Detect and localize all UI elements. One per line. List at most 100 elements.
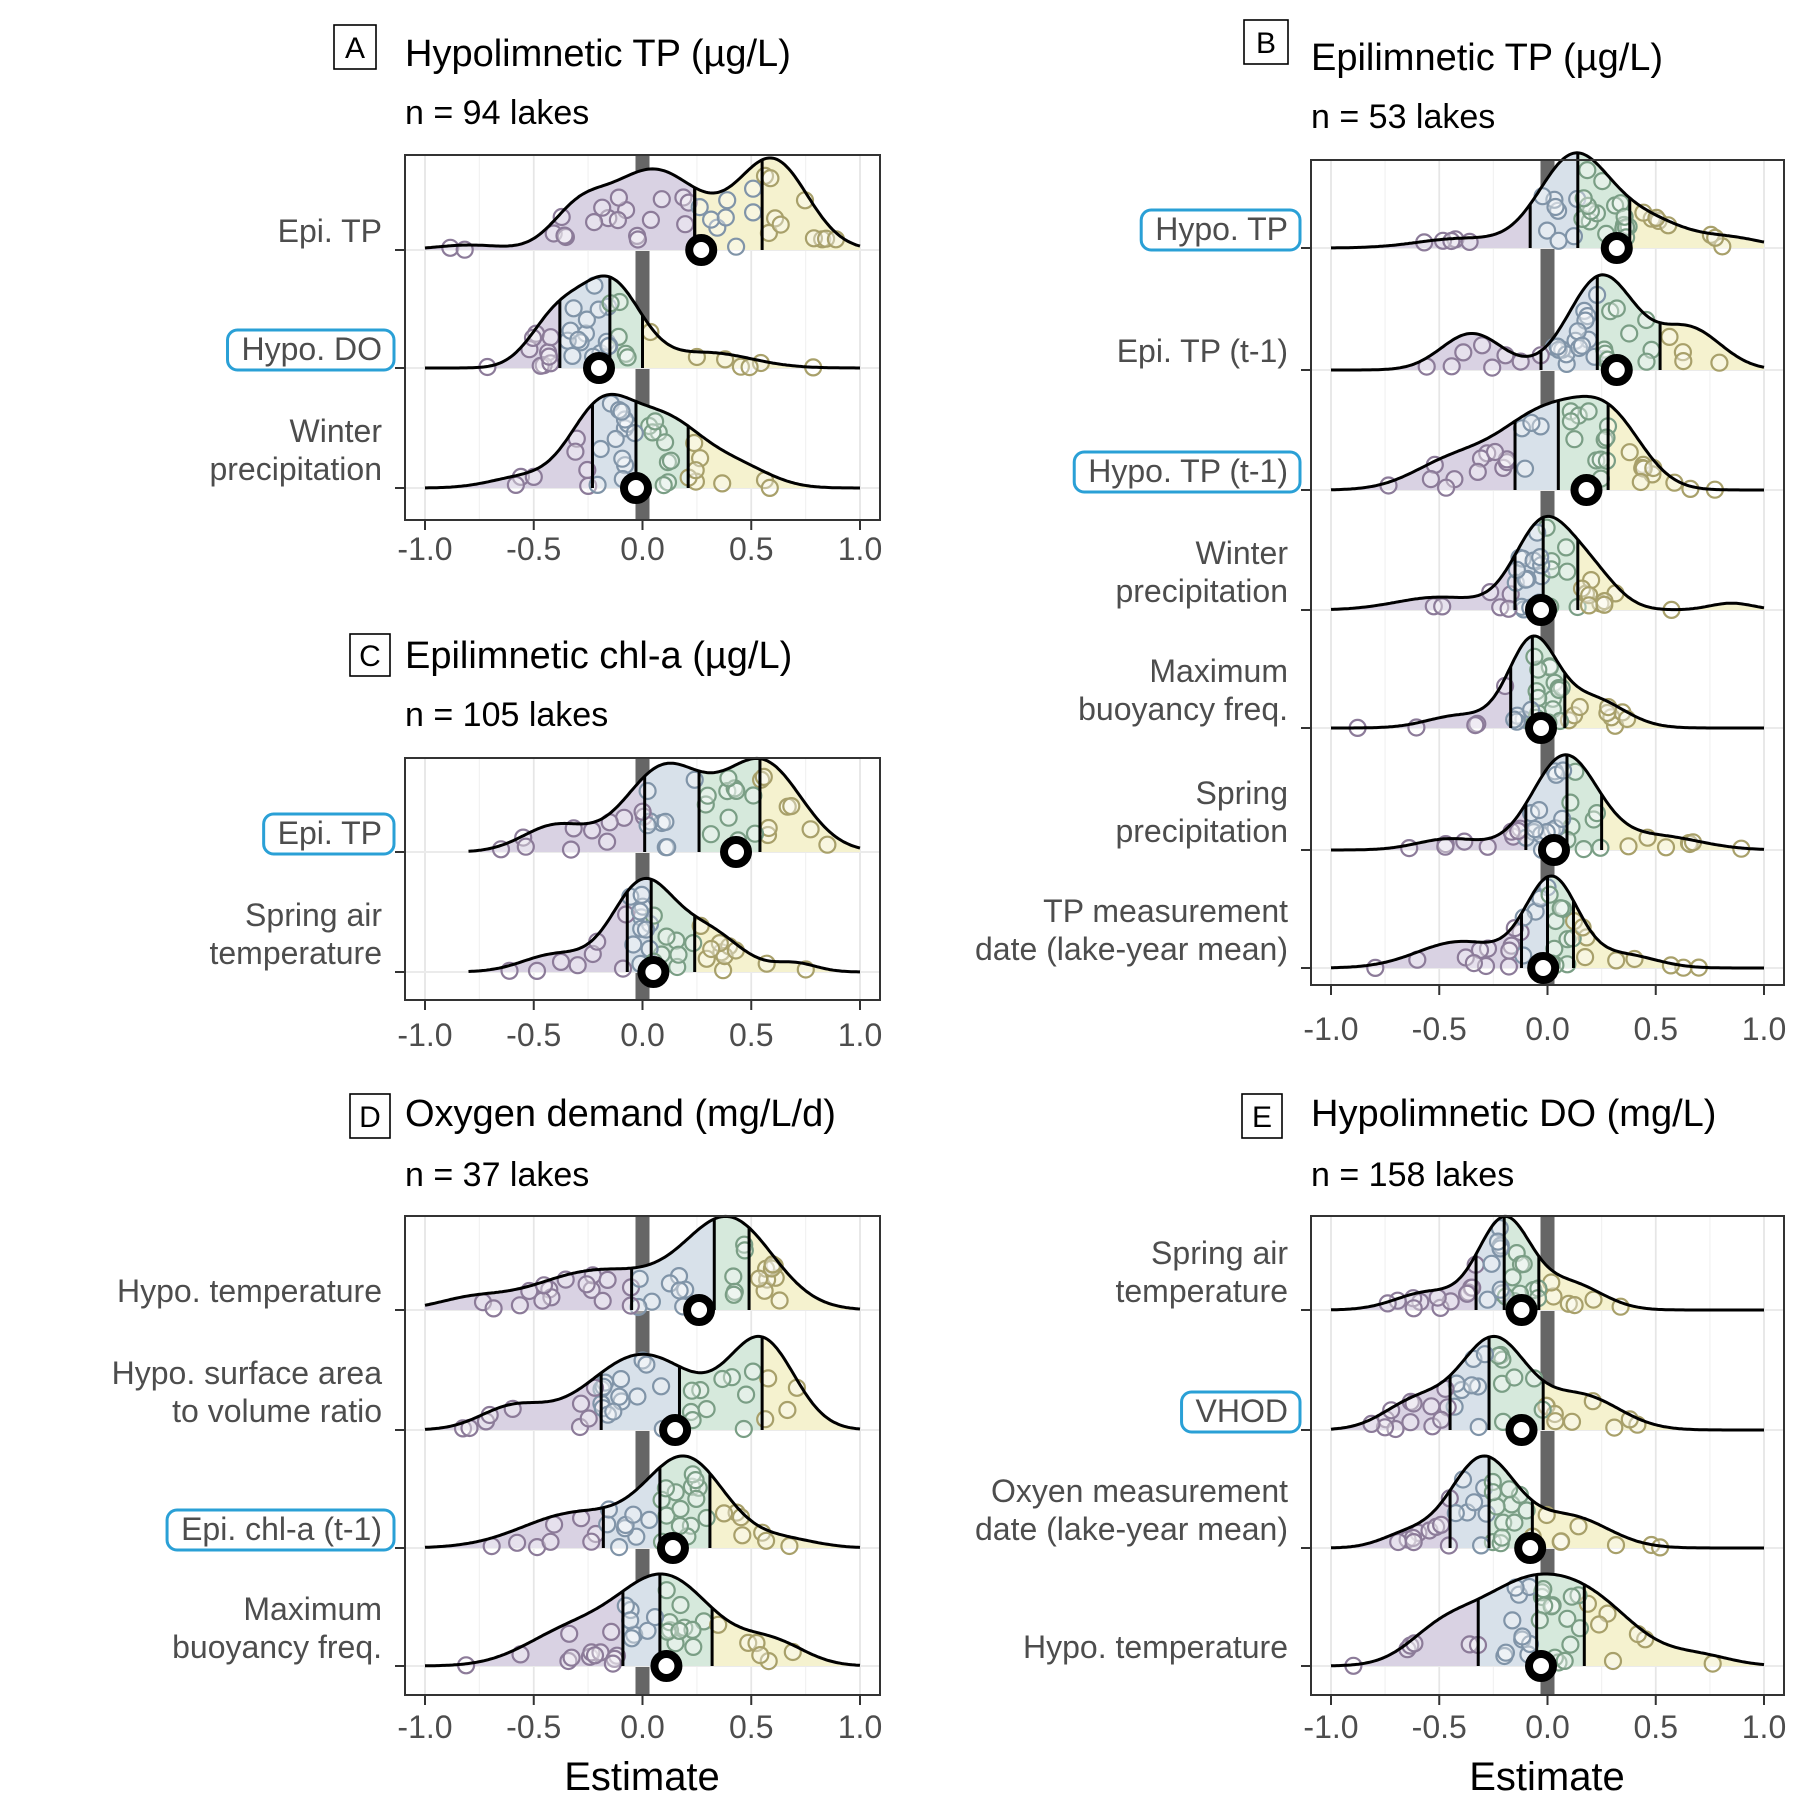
data-point	[1513, 1627, 1532, 1646]
y-label-line: Winter	[290, 413, 383, 449]
data-point	[1570, 697, 1589, 717]
estimate-marker	[656, 1532, 689, 1564]
density-curve	[468, 876, 860, 974]
data-point	[571, 1394, 591, 1413]
data-point	[1436, 478, 1456, 497]
data-point	[1483, 358, 1502, 377]
quantile-fill	[694, 158, 860, 250]
data-point	[1578, 161, 1597, 180]
data-point	[743, 203, 763, 222]
data-point	[718, 191, 737, 210]
y-label-line: Hypo. TP	[1155, 211, 1288, 247]
data-point	[671, 1595, 690, 1615]
data-point	[759, 1369, 778, 1388]
data-point	[1404, 1532, 1423, 1552]
data-point	[1507, 560, 1527, 580]
y-axis-label: Hypo. TP	[1139, 208, 1302, 252]
quantile-fill	[1331, 666, 1511, 728]
estimate-marker	[720, 836, 753, 868]
data-point	[1466, 715, 1485, 735]
data-point	[716, 208, 735, 227]
y-axis-label: Epi. TP (t-1)	[1117, 333, 1288, 369]
panel-letter: C	[359, 640, 381, 673]
data-point	[652, 190, 671, 209]
y-label-line: Hypo. DO	[242, 331, 382, 367]
ridge-row: Epi. TP	[278, 156, 880, 266]
highlight-box	[226, 328, 396, 372]
ridge-row: Hypo. TP (t-1)	[1072, 394, 1784, 506]
quantile-fill	[699, 758, 760, 852]
data-point	[569, 330, 588, 349]
data-point	[709, 1615, 728, 1634]
data-point	[687, 1489, 706, 1509]
data-point	[1499, 599, 1518, 618]
data-point	[1595, 595, 1614, 614]
data-point	[568, 956, 587, 975]
y-axis-label: Hypo. TP (t-1)	[1072, 450, 1302, 494]
x-tick-label: -0.5	[1412, 1011, 1467, 1047]
data-point	[771, 215, 790, 234]
data-point	[1620, 443, 1639, 462]
data-point	[1505, 1513, 1524, 1532]
estimate-marker	[1525, 594, 1558, 626]
data-point	[637, 1355, 656, 1374]
ridge-row: Epi. TP	[262, 756, 880, 868]
zero-line	[635, 1216, 650, 1695]
data-point	[1457, 1284, 1477, 1303]
panel-letter: A	[345, 32, 365, 65]
estimate-marker	[1527, 952, 1560, 984]
x-tick-label: 0.0	[620, 1709, 664, 1745]
data-point	[1558, 562, 1577, 581]
data-point	[1564, 227, 1584, 246]
y-axis-label: Epi. chl-a (t-1)	[165, 1508, 396, 1552]
quantile-fill	[1331, 1375, 1451, 1430]
y-label-line: TP measurement	[1043, 893, 1288, 929]
x-tick-label: 0.5	[729, 1017, 773, 1053]
density-curve	[1331, 1454, 1764, 1550]
data-point	[1505, 1368, 1524, 1387]
y-label-line: Hypo. TP (t-1)	[1088, 453, 1288, 489]
data-point	[1468, 1377, 1488, 1396]
density-curve	[424, 1334, 861, 1431]
data-point	[780, 1536, 799, 1556]
y-label-line: Hypo. temperature	[1023, 1629, 1288, 1665]
quantile-fill	[1543, 1380, 1764, 1430]
quantile-fill	[1521, 876, 1548, 968]
estimate-marker	[1525, 712, 1558, 744]
data-point	[719, 808, 738, 827]
x-tick-label: 0.0	[1525, 1709, 1569, 1745]
data-point	[649, 423, 668, 442]
data-point	[1529, 800, 1549, 820]
data-point	[1436, 837, 1455, 856]
data-point	[754, 767, 773, 787]
data-point	[1579, 402, 1598, 421]
data-point	[676, 215, 695, 234]
data-point	[697, 1508, 716, 1528]
data-point	[484, 1299, 503, 1318]
y-label-line: Epi. TP (t-1)	[1117, 333, 1288, 369]
quantile-fill	[1331, 1599, 1479, 1666]
panel-C: C Epilimnetic chl-a (µg/L) n = 105 lakes Ep…	[209, 633, 882, 1053]
data-point	[604, 1402, 623, 1421]
data-point	[593, 198, 612, 217]
x-tick-label: 0.0	[1525, 1011, 1569, 1047]
data-point	[611, 1369, 631, 1389]
panel-letter-box	[349, 1093, 391, 1139]
y-label-line: precipitation	[1115, 573, 1288, 609]
data-point	[713, 961, 733, 980]
y-label-line: precipitation	[1115, 813, 1288, 849]
quantile-fill	[468, 891, 628, 972]
data-point	[618, 348, 637, 367]
data-point	[654, 476, 673, 495]
y-label-line: date (lake-year mean)	[975, 1511, 1288, 1547]
